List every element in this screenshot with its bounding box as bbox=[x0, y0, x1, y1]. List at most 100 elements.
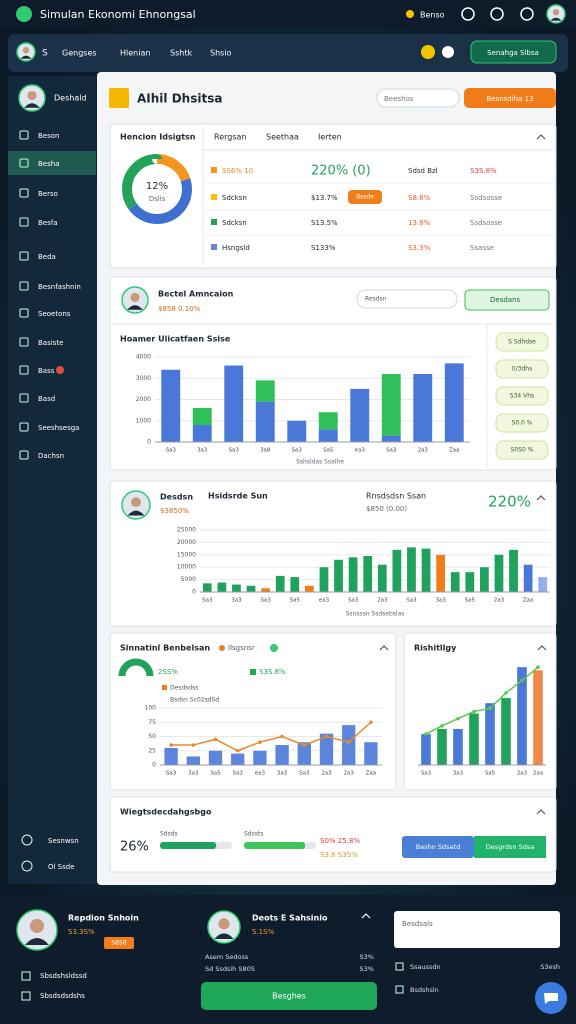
nav-item[interactable]: Sshtk bbox=[170, 49, 192, 58]
menu-item[interactable]: Sesnwsn bbox=[48, 837, 79, 845]
side-pill-label[interactable]: S0S0 % bbox=[511, 447, 534, 454]
product-button-label[interactable]: Desdans bbox=[490, 296, 521, 304]
nav-button-label[interactable]: Senahga Slbsa bbox=[487, 49, 539, 57]
tab[interactable]: Ierten bbox=[318, 133, 342, 142]
bar bbox=[255, 401, 275, 442]
progress-label: Sdssts bbox=[244, 831, 263, 838]
line-point bbox=[488, 706, 492, 711]
bar bbox=[348, 557, 358, 592]
side-pill[interactable] bbox=[495, 440, 549, 460]
profile-sub: S.1S% bbox=[252, 928, 275, 936]
menu-item[interactable]: Besha bbox=[38, 160, 59, 168]
user-menu[interactable]: Benso bbox=[420, 11, 445, 20]
row-marker bbox=[211, 194, 217, 200]
action-button-label[interactable]: Beshn Sdsatd bbox=[416, 843, 460, 851]
footer-link[interactable]: Sbsdshsldssd bbox=[40, 972, 87, 980]
line-point bbox=[235, 748, 240, 753]
input[interactable] bbox=[394, 911, 560, 948]
x-tick-label: Sa3 bbox=[166, 771, 177, 777]
nav-icon[interactable] bbox=[442, 46, 454, 58]
status-dot bbox=[406, 10, 414, 18]
sidebar bbox=[8, 76, 96, 884]
trend-name: Desdsn bbox=[160, 493, 193, 502]
action-button[interactable] bbox=[474, 836, 546, 858]
chevron[interactable] bbox=[361, 913, 371, 919]
footer-row: Asem Sedoss bbox=[205, 953, 249, 961]
side-pill-label[interactable]: S0.0 % bbox=[512, 420, 533, 427]
bar bbox=[364, 742, 378, 765]
line-point bbox=[440, 724, 444, 728]
bar bbox=[437, 728, 447, 765]
nav-item[interactable]: Shsio bbox=[210, 49, 232, 58]
search-text[interactable]: Beeshos bbox=[384, 95, 414, 103]
menu-item[interactable]: Beson bbox=[38, 132, 59, 140]
side-pill[interactable] bbox=[495, 413, 549, 433]
menu-item[interactable]: Ol Ssde bbox=[48, 863, 75, 871]
menu-item[interactable]: Basd bbox=[38, 395, 55, 403]
footer-link[interactable]: Sbsdsdsdshs bbox=[40, 992, 85, 1000]
footer-button[interactable] bbox=[201, 982, 377, 1010]
menu-item[interactable]: Basiste bbox=[38, 339, 63, 347]
menu-item[interactable]: Seoetons bbox=[38, 310, 71, 318]
x-tick-label: Sa5 bbox=[323, 448, 334, 454]
menu-item[interactable]: Bass bbox=[38, 367, 55, 375]
filter-pill[interactable] bbox=[356, 289, 458, 309]
chevron[interactable] bbox=[536, 134, 546, 140]
product-sub: $858 0.10% bbox=[158, 305, 201, 313]
table-cell: S13.5% bbox=[311, 219, 338, 227]
side-pill[interactable] bbox=[495, 386, 549, 406]
chevron[interactable] bbox=[536, 495, 546, 501]
chart-title: Sinnatinl Benbelsan bbox=[120, 644, 210, 653]
side-pill-label[interactable]: S34 Vhs bbox=[510, 393, 534, 400]
menu-item[interactable]: Berso bbox=[38, 190, 58, 198]
side-pill-label[interactable]: 0/3dhs bbox=[512, 366, 532, 373]
side-pill[interactable] bbox=[495, 332, 549, 352]
line-series bbox=[425, 666, 539, 735]
action-button-label[interactable]: Desgrdsn Sdsa bbox=[486, 843, 534, 851]
progress-fill bbox=[160, 842, 217, 849]
tab[interactable]: Seethaa bbox=[266, 133, 299, 142]
bar bbox=[523, 564, 533, 592]
tab[interactable]: Rergsan bbox=[214, 133, 247, 142]
x-tick-label: 2a3 bbox=[494, 598, 505, 604]
chevron[interactable] bbox=[379, 645, 389, 651]
side-pill[interactable] bbox=[495, 359, 549, 379]
app-icon bbox=[16, 6, 32, 22]
bar bbox=[253, 750, 267, 765]
side-pill-label[interactable]: S Sdhdse bbox=[508, 339, 536, 346]
x-tick-label: Zaa bbox=[523, 598, 534, 604]
link-icon bbox=[21, 971, 31, 981]
action-button[interactable] bbox=[402, 836, 474, 858]
chevron[interactable] bbox=[537, 645, 547, 651]
header-button[interactable] bbox=[464, 88, 556, 108]
header-button-label[interactable]: Besnsdiha 13 bbox=[486, 95, 533, 103]
search[interactable] bbox=[376, 88, 460, 108]
nav-item[interactable]: Hlenian bbox=[120, 49, 150, 58]
y-tick-label: 25 bbox=[148, 747, 156, 754]
bar bbox=[453, 728, 463, 765]
menu-item[interactable]: Besfa bbox=[38, 219, 58, 227]
product-button[interactable] bbox=[464, 289, 550, 311]
menu-item[interactable]: Beda bbox=[38, 253, 56, 261]
x-tick-label: Sa3 bbox=[292, 448, 303, 454]
toolbar-icon[interactable] bbox=[490, 7, 504, 21]
footer-row: S3% bbox=[360, 953, 374, 961]
menu-item[interactable]: Besnfashnin bbox=[38, 283, 81, 291]
menu-item[interactable]: Seeshsesga bbox=[38, 424, 79, 432]
table-cell: S3.3% bbox=[408, 244, 431, 252]
bar bbox=[421, 548, 431, 592]
y-tick-label: 4000 bbox=[136, 354, 151, 361]
nav-icon[interactable] bbox=[421, 45, 435, 59]
menu-icon bbox=[19, 337, 29, 347]
chevron[interactable] bbox=[536, 809, 546, 815]
x-tick-label: ea3 bbox=[319, 598, 330, 604]
toolbar-icon[interactable] bbox=[461, 7, 475, 21]
nav-item[interactable]: Gengses bbox=[62, 49, 97, 58]
toolbar-icon[interactable] bbox=[520, 7, 534, 21]
nav-button[interactable] bbox=[470, 40, 557, 64]
filter-pill-label[interactable]: Resdsn bbox=[365, 296, 387, 303]
footer-button-label[interactable]: Besghes bbox=[272, 992, 306, 1001]
menu-item[interactable]: Dachsn bbox=[38, 452, 64, 460]
input-placeholder[interactable]: Besdsals bbox=[402, 920, 433, 928]
legend-marker bbox=[162, 685, 167, 690]
